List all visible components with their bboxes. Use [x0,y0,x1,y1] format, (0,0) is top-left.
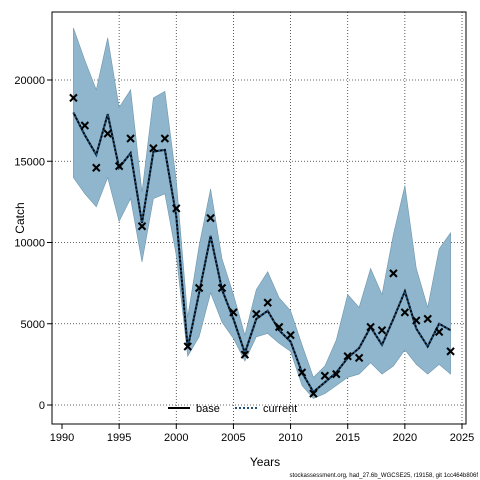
observed-point [389,269,398,278]
x-tick-label: 2015 [335,432,359,444]
x-tick-label: 2005 [221,432,245,444]
y-tick-label: 20000 [14,75,45,87]
observed-point [126,134,135,143]
observed-point [309,389,318,398]
observed-point [137,222,147,231]
observed-point [240,350,250,359]
observed-points [69,93,455,398]
observed-point [354,353,364,363]
observed-point [92,163,101,172]
observed-point [183,342,192,351]
observed-point [206,213,215,223]
observed-point [160,134,170,143]
observed-point [194,283,204,293]
y-tick-label: 10000 [14,238,45,250]
x-tick-label: 2000 [164,432,188,444]
x-tick-label: 2020 [393,432,417,444]
observed-point [423,314,432,324]
observed-point [343,352,352,361]
observed-point [114,161,124,171]
observed-point [412,316,421,325]
y-tick-label: 5000 [21,319,45,331]
x-axis-title: Years [250,455,280,469]
observed-point [103,129,112,138]
confidence-band [73,27,451,399]
y-axis: 0 5000 10000 15000 20000 [14,75,52,412]
observed-point [434,327,444,337]
y-axis-title: Catch [13,202,27,233]
legend-label-base: base [196,403,220,415]
observed-point [274,322,284,332]
x-tick-label: 1995 [107,432,131,444]
observed-point [217,283,227,293]
series-line-base [72,112,452,394]
plot-frame [51,11,467,425]
x-axis: 1990 1995 2000 2005 2010 2015 2020 2025 [50,424,474,444]
observed-point [377,326,387,335]
observed-point [263,298,272,307]
legend: base current [168,403,297,415]
y-tick-label: 15000 [14,156,45,168]
observed-point [332,369,341,379]
x-tick-label: 2025 [450,432,474,444]
observed-point [286,330,295,340]
observed-point [80,121,90,130]
observed-point [366,322,375,332]
footnote: stockassessment.org, had_27.6b_WGCSE25, … [290,473,479,479]
observed-point [400,308,410,317]
x-tick-label: 1990 [50,432,74,444]
x-tick-label: 2010 [278,432,302,444]
observed-point [320,371,330,380]
observed-point [252,309,261,319]
observed-point [297,368,307,377]
observed-point [446,347,455,356]
observed-point [149,144,158,153]
legend-label-current: current [263,403,297,415]
observed-point [69,93,78,103]
y-tick-label: 0 [39,400,45,412]
observed-point [229,308,238,317]
observed-point [172,204,181,213]
